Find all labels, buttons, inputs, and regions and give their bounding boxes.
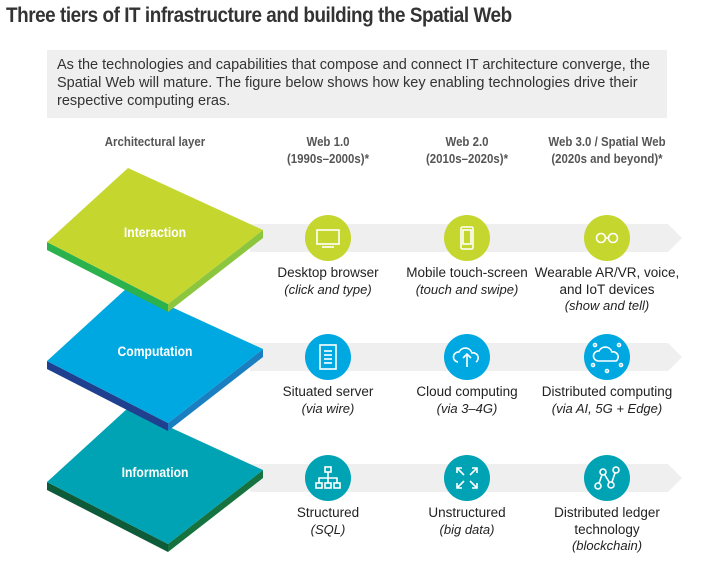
technology-title: Mobile touch-screen [406,265,528,280]
layer-computation-tile [47,287,263,431]
technology-subtitle: (via 3–4G) [436,400,498,416]
technology-label: Situated server (via wire) [253,384,403,417]
layer-information-tile [47,408,263,552]
technology-subtitle: (via AI, 5G + Edge) [551,400,663,416]
technology-title: Unstructured [428,505,506,520]
smartphone-icon [460,226,474,250]
header-web1: Web 1.0 (1990s–2000s)* [286,134,370,166]
icon-circle [305,334,351,380]
technology-subtitle: (blockchain) [571,538,643,553]
technology-title: Structured [296,505,360,520]
technology-label: Wearable AR/VR, voice, and IoT devices (s… [532,265,682,315]
expand-arrows-icon [456,467,478,489]
header-layer: Architectural layer [104,134,206,149]
hierarchy-icon [315,466,341,489]
intro-text: As the technologies and capabilities tha… [47,50,667,118]
icon-circle [444,455,490,501]
technology-subtitle: (SQL) [310,521,346,537]
technology-title: Situated server [282,384,374,399]
technology-title: Cloud computing [416,384,518,399]
cloud-network-icon [590,342,624,374]
header-web3: Web 3.0 / Spatial Web (2020s and beyond)* [548,134,666,166]
technology-label: Structured (SQL) [253,505,403,538]
technology-label: Cloud computing (via 3–4G) [392,384,542,417]
technology-subtitle: (show and tell) [564,298,650,313]
layer-label: Computation [117,344,193,359]
technology-label: Mobile touch-screen (touch and swipe) [392,265,542,298]
icon-circle [444,215,490,261]
layer-label: Information [121,465,189,480]
page-title: Three tiers of IT infrastructure and bui… [6,4,512,27]
technology-title: Distributed ledger technology [554,505,660,537]
cloud-upload-icon [452,347,479,367]
technology-title: Desktop browser [277,265,379,280]
technology-label: Distributed computing (via AI, 5G + Edge) [532,384,682,417]
technology-subtitle: (click and type) [284,281,372,297]
layer-interaction-tile [47,168,263,312]
icon-circle [584,334,630,380]
technology-subtitle: (big data) [439,521,495,537]
server-icon [319,344,337,370]
technology-subtitle: (via wire) [301,400,355,416]
icon-circle [305,215,351,261]
glasses-icon [595,232,619,244]
header-web2: Web 2.0 (2010s–2020s)* [425,134,509,166]
technology-title: Wearable AR/VR, voice, and IoT devices [534,265,680,297]
layer-label: Interaction [123,225,187,240]
technology-subtitle: (touch and swipe) [415,281,519,297]
technology-label: Desktop browser (click and type) [253,265,403,298]
ledger-nodes-icon [594,466,620,490]
technology-label: Distributed ledger technology (blockchain… [532,505,682,555]
technology-label: Unstructured (big data) [392,505,542,538]
monitor-icon [316,229,340,248]
technology-title: Distributed computing [541,384,673,399]
